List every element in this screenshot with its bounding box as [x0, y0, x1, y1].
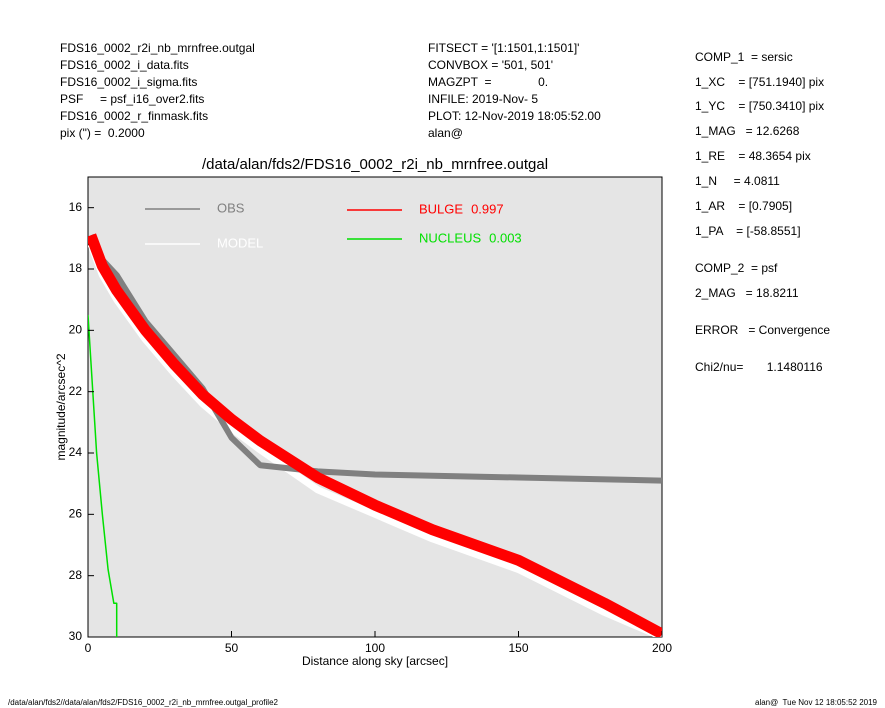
- chart-title: /data/alan/fds2/FDS16_0002_r2i_nb_mrnfre…: [202, 156, 548, 173]
- legend-label: NUCLEUS: [419, 230, 481, 245]
- x-tick-label: 100: [365, 641, 385, 655]
- plot-area: [87, 176, 663, 638]
- header-right-line: 1_AR = [0.7905]: [695, 199, 792, 213]
- series-line: [88, 314, 118, 637]
- x-tick-label: 150: [508, 641, 528, 655]
- y-tick-label: 24: [69, 445, 83, 459]
- y-tick-label: 22: [69, 384, 83, 398]
- header-right-line: 1_MAG = 12.6268: [695, 124, 800, 138]
- x-tick-label: 0: [85, 641, 92, 655]
- header-right-line: 1_N = 4.0811: [695, 174, 780, 188]
- legend-label: BULGE: [419, 201, 463, 216]
- header-right-line: 1_XC = [751.1940] pix: [695, 75, 824, 89]
- y-tick-label: 26: [69, 507, 83, 521]
- header-left-line: PSF = psf_i16_over2.fits: [60, 92, 204, 106]
- header-right-line: ERROR = Convergence: [695, 323, 830, 337]
- y-tick-label: 18: [69, 261, 83, 275]
- header-right-line: 1_RE = 48.3654 pix: [695, 149, 811, 163]
- header-left-line: FDS16_0002_r_finmask.fits: [60, 109, 208, 123]
- footer-left: /data/alan/fds2//data/alan/fds2/FDS16_00…: [8, 698, 279, 707]
- header-left-line: FDS16_0002_i_data.fits: [60, 58, 189, 72]
- header-center-line: PLOT: 12-Nov-2019 18:05:52.00: [428, 109, 601, 123]
- legend-label: MODEL: [217, 235, 263, 250]
- legend-fraction: 0.003: [489, 230, 522, 245]
- y-tick-label: 20: [69, 323, 83, 337]
- legend-fraction: 0.997: [471, 201, 504, 216]
- y-tick-label: 28: [69, 568, 83, 582]
- x-axis-label: Distance along sky [arcsec]: [302, 654, 448, 668]
- header-right-line: 2_MAG = 18.8211: [695, 286, 799, 300]
- series-line: [88, 233, 662, 637]
- header-right-line: COMP_2 = psf: [695, 261, 778, 275]
- y-tick-label: 16: [69, 200, 83, 214]
- header-left-line: pix (") = 0.2000: [60, 126, 145, 140]
- header-center-line: FITSECT = '[1:1501,1:1501]': [428, 41, 579, 55]
- header-right-line: COMP_1 = sersic: [695, 50, 793, 64]
- header-right-line: Chi2/nu= 1.1480116: [695, 360, 823, 374]
- series-group: [88, 233, 662, 637]
- x-tick-label: 200: [652, 641, 672, 655]
- header-center-line: alan@: [428, 126, 463, 140]
- y-tick-label: 30: [69, 629, 83, 643]
- legend-label: OBS: [217, 200, 245, 215]
- header-center-line: INFILE: 2019-Nov- 5: [428, 92, 538, 106]
- header-left-line: FDS16_0002_i_sigma.fits: [60, 75, 197, 89]
- header-center-line: CONVBOX = '501, 501': [428, 58, 553, 72]
- footer-right: alan@ Tue Nov 12 18:05:52 2019: [755, 698, 878, 707]
- x-tick-label: 50: [225, 641, 239, 655]
- header-right-line: 1_YC = [750.3410] pix: [695, 99, 824, 113]
- y-axis-label: magnitude/arcsec^2: [54, 353, 68, 460]
- header-right-line: 1_PA = [-58.8551]: [695, 224, 801, 238]
- header-center-line: MAGZPT = 0.: [428, 75, 548, 89]
- header-left-line: FDS16_0002_r2i_nb_mrnfree.outgal: [60, 41, 255, 55]
